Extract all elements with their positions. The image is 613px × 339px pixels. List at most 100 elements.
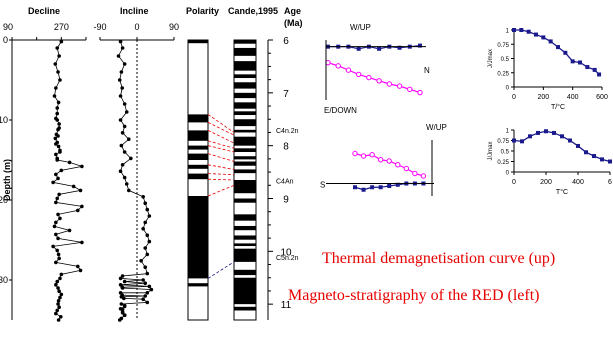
incline-point <box>120 46 125 50</box>
decline-point <box>55 111 60 116</box>
cande-black-band <box>234 277 256 305</box>
decline-point <box>56 212 60 217</box>
decline-point <box>58 295 62 300</box>
zij1-point <box>355 71 362 78</box>
decline-point <box>55 279 60 284</box>
decline-point <box>57 256 61 261</box>
thermal2-point <box>536 130 540 135</box>
decline-y-tick-label: 0 <box>3 35 8 45</box>
zij1-right-label: N <box>424 66 430 75</box>
decline-point <box>80 164 84 169</box>
decline-point <box>52 94 57 98</box>
thermal2-point <box>568 138 572 143</box>
age-tick-label: 11 <box>281 300 292 311</box>
incline-x-tick-label: 90 <box>169 22 179 32</box>
zij2-up-label: W/UP <box>426 123 447 132</box>
decline-point <box>58 78 62 82</box>
incline-point <box>143 281 148 286</box>
cande-black-band <box>234 148 256 152</box>
incline-point <box>122 175 127 180</box>
polarity-black-band <box>188 145 208 150</box>
cande-black-band <box>234 74 256 79</box>
incline-point <box>118 39 123 44</box>
thermal2-point <box>528 134 532 139</box>
zij2-left-label: S <box>320 181 325 190</box>
cande-black-band <box>234 161 256 166</box>
incline-point <box>118 94 123 98</box>
incline-point <box>147 214 152 218</box>
zij2-point <box>353 185 357 190</box>
cande-black-band <box>234 235 256 240</box>
thermal1-point <box>585 65 590 70</box>
correlation-line <box>207 145 235 153</box>
age-axis-label: Age <box>284 6 301 16</box>
decline-point <box>54 311 58 316</box>
decline-point <box>75 208 80 213</box>
decline-point <box>51 244 55 249</box>
decline-point <box>55 46 60 50</box>
incline-point <box>122 296 126 301</box>
decline-point <box>55 308 60 313</box>
cande-black-band <box>234 248 256 262</box>
decline-point <box>58 276 62 281</box>
incline-point <box>145 291 150 295</box>
incline-point <box>118 118 123 122</box>
decline-point <box>56 70 60 74</box>
cande-black-band <box>234 92 256 99</box>
incline-point <box>120 311 125 315</box>
age-tick-label: 7 <box>283 89 289 100</box>
thermal2-x-tick-label: 0 <box>512 179 516 186</box>
thermal2-point <box>576 143 580 148</box>
incline-point <box>147 284 152 289</box>
correlation-line <box>207 122 235 136</box>
incline-point <box>120 274 125 278</box>
cande-black-band <box>234 225 256 231</box>
cande-black-band <box>234 214 256 221</box>
decline-point <box>80 240 84 245</box>
decline-point <box>59 39 64 44</box>
incline-point <box>149 287 154 292</box>
zij1-series-line <box>328 45 421 50</box>
incline-point <box>145 207 150 212</box>
decline-panel: Decline 90 270 0 10 20 30 Depth (m) <box>0 6 87 322</box>
thermal2-point <box>544 129 548 134</box>
incline-point <box>120 163 125 167</box>
decline-point <box>56 286 60 290</box>
zij1-up-label: W/UP <box>350 23 371 32</box>
thermal2-x-tick-label: 200 <box>540 179 552 186</box>
zij2-point <box>360 153 367 159</box>
cande-title: Cande,1995 <box>228 6 278 16</box>
correlation-line <box>207 130 235 144</box>
decline-point <box>57 289 61 294</box>
thermal1-x-tick-label: 400 <box>567 94 579 101</box>
decline-point <box>75 264 80 269</box>
thermal1-point <box>541 35 546 40</box>
thermal2-x-label: T°C <box>556 188 568 196</box>
thermal-caption: Thermal demagnetisation curve (up) <box>322 250 556 267</box>
incline-point <box>122 102 127 106</box>
cande-black-band <box>234 169 256 174</box>
zij1-down-label: E/DOWN <box>324 106 357 115</box>
incline-point <box>122 279 127 284</box>
zij1-point <box>417 89 423 96</box>
decline-point <box>59 272 64 277</box>
incline-point <box>145 252 150 257</box>
decline-point <box>58 150 62 154</box>
thermal2-point <box>512 138 516 143</box>
cande-black-band <box>234 61 256 71</box>
thermal1-point <box>592 67 597 72</box>
incline-point <box>122 304 127 309</box>
cande-black-band <box>234 102 256 109</box>
thermal2-y-tick-label: 0 <box>506 171 510 177</box>
incline-point <box>124 110 129 114</box>
decline-title: Decline <box>28 6 60 16</box>
zij2-point <box>378 185 383 190</box>
polarity-black-band <box>188 40 208 44</box>
incline-panel: Incline -90 0 90 <box>93 6 179 322</box>
decline-y-tick-label: 30 <box>0 275 8 285</box>
incline-point <box>129 156 133 161</box>
correlation-line <box>207 114 235 133</box>
thermal1-x-label: T/°C <box>551 103 565 111</box>
incline-point <box>116 54 121 58</box>
